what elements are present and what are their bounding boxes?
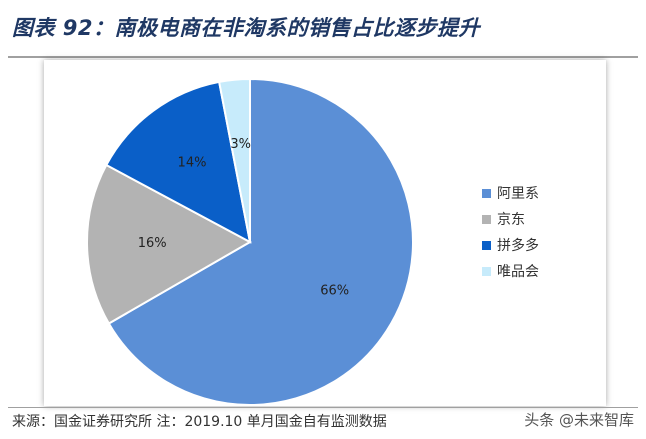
chart-panel: 66% 16% 14% 3% 阿里系 京东 拼多多 唯品会 — [44, 60, 606, 406]
legend-label: 京东 — [497, 212, 525, 228]
chart-title: 图表 92：南极电商在非淘系的销售占比逐步提升 — [12, 16, 481, 40]
pie-slices — [86, 77, 414, 406]
title-divider — [8, 56, 638, 58]
pie-slice-vipshop — [217, 77, 251, 243]
legend-swatch — [482, 266, 491, 276]
watermark: 头条 @未来智库 — [524, 411, 634, 429]
chart-legend: 阿里系 京东 拼多多 唯品会 — [482, 180, 539, 284]
slice-label-jd: 16% — [138, 236, 167, 251]
pie-slice-pinduoduo — [104, 80, 252, 244]
legend-item-pinduoduo: 拼多多 — [482, 232, 539, 258]
legend-swatch — [482, 240, 491, 250]
legend-label: 唯品会 — [497, 264, 539, 280]
slice-label-vipshop: 3% — [230, 137, 251, 152]
legend-item-jd: 京东 — [482, 206, 539, 232]
pie-slice-alibaba — [107, 77, 414, 406]
pie-labels: 66% 16% 14% 3% — [138, 137, 349, 298]
legend-label: 阿里系 — [497, 186, 539, 202]
legend-swatch — [482, 214, 491, 224]
footer-divider — [8, 407, 638, 408]
legend-item-vipshop: 唯品会 — [482, 258, 539, 284]
legend-item-alibaba: 阿里系 — [482, 180, 539, 206]
legend-label: 拼多多 — [497, 238, 539, 254]
slice-label-alibaba: 66% — [320, 283, 349, 298]
slice-label-pinduoduo: 14% — [178, 156, 207, 171]
source-note: 来源：国金证券研究所 注：2019.10 单月国金自有监测数据 — [12, 414, 387, 430]
pie-slice-jd — [86, 163, 253, 325]
legend-swatch — [482, 188, 491, 198]
pie-chart: 66% 16% 14% 3% — [86, 77, 414, 406]
